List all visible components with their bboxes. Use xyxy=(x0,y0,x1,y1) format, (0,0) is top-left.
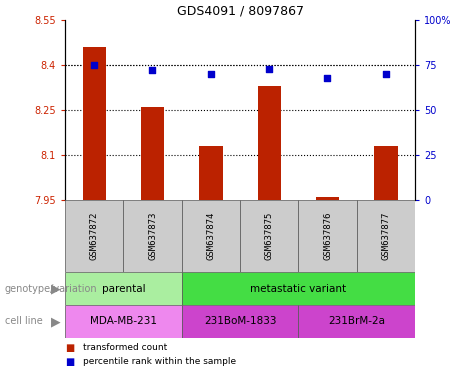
Bar xyxy=(182,200,240,272)
Text: GSM637876: GSM637876 xyxy=(323,212,332,260)
Text: MDA-MB-231: MDA-MB-231 xyxy=(90,316,157,326)
Bar xyxy=(357,200,415,272)
Bar xyxy=(316,197,339,200)
Text: GSM637873: GSM637873 xyxy=(148,212,157,260)
Bar xyxy=(124,200,182,272)
Bar xyxy=(182,272,415,305)
Text: GSM637872: GSM637872 xyxy=(90,212,99,260)
Bar xyxy=(258,86,281,200)
Point xyxy=(90,62,98,68)
Text: ■: ■ xyxy=(65,343,74,353)
Point xyxy=(324,74,331,81)
Bar xyxy=(298,200,357,272)
Bar xyxy=(240,200,298,272)
Text: 231BoM-1833: 231BoM-1833 xyxy=(204,316,276,326)
Bar xyxy=(374,146,397,200)
Text: percentile rank within the sample: percentile rank within the sample xyxy=(83,358,236,366)
Text: GSM637874: GSM637874 xyxy=(207,212,215,260)
Bar xyxy=(141,107,164,200)
Point xyxy=(266,66,273,72)
Title: GDS4091 / 8097867: GDS4091 / 8097867 xyxy=(177,5,303,17)
Bar xyxy=(65,272,182,305)
Text: ▶: ▶ xyxy=(51,315,60,328)
Point xyxy=(207,71,214,77)
Text: transformed count: transformed count xyxy=(83,344,168,353)
Text: GSM637877: GSM637877 xyxy=(381,212,390,260)
Point xyxy=(382,71,390,77)
Bar xyxy=(83,47,106,200)
Text: 231BrM-2a: 231BrM-2a xyxy=(328,316,385,326)
Text: genotype/variation: genotype/variation xyxy=(5,283,97,293)
Point xyxy=(149,67,156,73)
Bar xyxy=(182,305,298,338)
Text: ▶: ▶ xyxy=(51,282,60,295)
Bar xyxy=(298,305,415,338)
Bar xyxy=(65,305,182,338)
Text: ■: ■ xyxy=(65,357,74,367)
Text: parental: parental xyxy=(101,283,145,293)
Text: cell line: cell line xyxy=(5,316,42,326)
Text: GSM637875: GSM637875 xyxy=(265,212,274,260)
Bar xyxy=(65,200,124,272)
Bar xyxy=(199,146,223,200)
Text: metastatic variant: metastatic variant xyxy=(250,283,346,293)
